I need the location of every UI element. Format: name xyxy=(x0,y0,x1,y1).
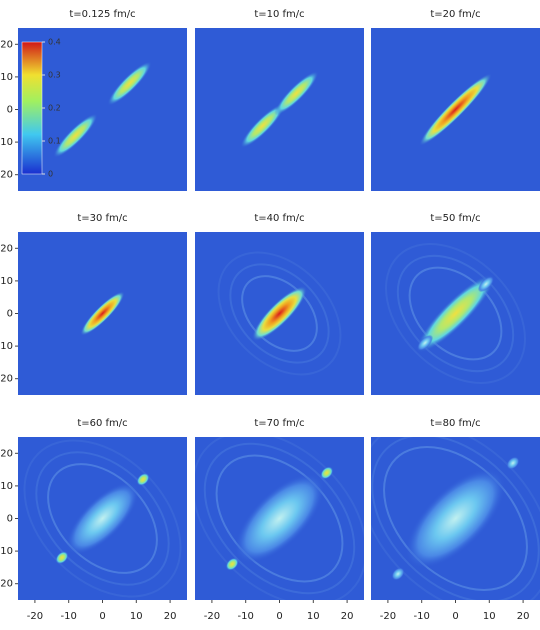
colorbar xyxy=(21,41,43,175)
blob xyxy=(417,334,434,351)
colorbar-tick-label: 0.4 xyxy=(48,38,61,47)
y-tick-label: 10 xyxy=(0,481,13,492)
x-tick-label: 20 xyxy=(164,611,177,622)
heatmap-field xyxy=(371,437,540,600)
panel xyxy=(195,232,364,395)
colorbar-tick-label: 0.3 xyxy=(48,71,61,80)
x-tick-label: 0 xyxy=(99,611,105,622)
blob xyxy=(240,103,285,148)
y-tick-label: -10 xyxy=(0,546,13,557)
x-tick-label: -20 xyxy=(204,611,220,622)
panel-title: t=70 fm/c xyxy=(254,418,304,429)
x-tick-label: 10 xyxy=(130,611,143,622)
y-tick-label: 20 xyxy=(0,39,13,50)
x-tick-label: 0 xyxy=(452,611,458,622)
colorbar-tick-label: 0 xyxy=(48,170,53,179)
blob xyxy=(107,61,152,106)
x-tick-label: 10 xyxy=(483,611,496,622)
x-tick-label: -10 xyxy=(238,611,254,622)
blob xyxy=(477,276,494,293)
blob xyxy=(234,473,325,564)
blob xyxy=(416,274,495,353)
panel-title: t=30 fm/c xyxy=(77,213,127,224)
blob xyxy=(53,113,98,158)
y-tick-label: -20 xyxy=(0,579,13,590)
y-tick-label: 10 xyxy=(0,276,13,287)
y-tick-label: 10 xyxy=(0,72,13,83)
x-tick-label: -20 xyxy=(380,611,396,622)
panel-title: t=10 fm/c xyxy=(254,9,304,20)
heatmap-field xyxy=(385,243,526,384)
panel-title: t=50 fm/c xyxy=(430,213,480,224)
y-tick-label: 0 xyxy=(7,309,13,320)
heatmap-field xyxy=(23,439,182,598)
y-tick-label: -10 xyxy=(0,341,13,352)
blob xyxy=(80,291,125,336)
heatmap-field xyxy=(240,71,319,148)
x-tick-label: -10 xyxy=(414,611,430,622)
panel-title: t=80 fm/c xyxy=(430,418,480,429)
ripple xyxy=(385,243,526,384)
panel xyxy=(371,28,540,191)
y-tick-label: 0 xyxy=(7,105,13,116)
y-tick-label: -10 xyxy=(0,137,13,148)
heatmap-field xyxy=(195,437,364,600)
heatmap-field xyxy=(419,73,492,146)
colorbar-tick-label: 0.2 xyxy=(48,104,61,113)
panel xyxy=(18,232,187,395)
heatmap-field xyxy=(217,251,342,376)
panel xyxy=(371,232,540,395)
panel-title: t=40 fm/c xyxy=(254,213,304,224)
x-tick-label: -10 xyxy=(61,611,77,622)
ripple xyxy=(217,251,342,376)
blob xyxy=(225,557,239,571)
x-tick-label: 20 xyxy=(341,611,354,622)
y-tick-label: 0 xyxy=(7,514,13,525)
ripple xyxy=(229,263,330,364)
panel-title: t=0.125 fm/c xyxy=(69,9,135,20)
colorbar-tick-label: 0.1 xyxy=(48,137,61,146)
blob xyxy=(405,468,506,569)
panel xyxy=(18,437,187,600)
blob xyxy=(252,286,307,341)
panel-title: t=60 fm/c xyxy=(77,418,127,429)
panel-title: t=20 fm/c xyxy=(430,9,480,20)
blob xyxy=(320,466,334,480)
y-tick-label: -20 xyxy=(0,170,13,181)
panel xyxy=(195,437,364,600)
x-tick-label: -20 xyxy=(27,611,43,622)
blob xyxy=(136,472,150,486)
blob xyxy=(391,567,405,581)
x-tick-label: 0 xyxy=(276,611,282,622)
blob xyxy=(55,551,69,565)
heatmap-field xyxy=(53,61,152,158)
x-tick-label: 20 xyxy=(517,611,530,622)
y-tick-label: 20 xyxy=(0,448,13,459)
panel xyxy=(371,437,540,600)
blob xyxy=(274,71,319,116)
heatmap-field xyxy=(80,291,125,336)
y-tick-label: -20 xyxy=(0,374,13,385)
panel xyxy=(195,28,364,191)
x-tick-label: 10 xyxy=(307,611,320,622)
heatmap-background xyxy=(18,28,187,191)
panel: 0.4 0.3 0.2 0.1 0 xyxy=(18,28,187,191)
blob xyxy=(506,456,520,470)
blob xyxy=(66,482,139,555)
blob xyxy=(419,73,492,146)
y-tick-label: 20 xyxy=(0,243,13,254)
ripple xyxy=(371,437,540,600)
